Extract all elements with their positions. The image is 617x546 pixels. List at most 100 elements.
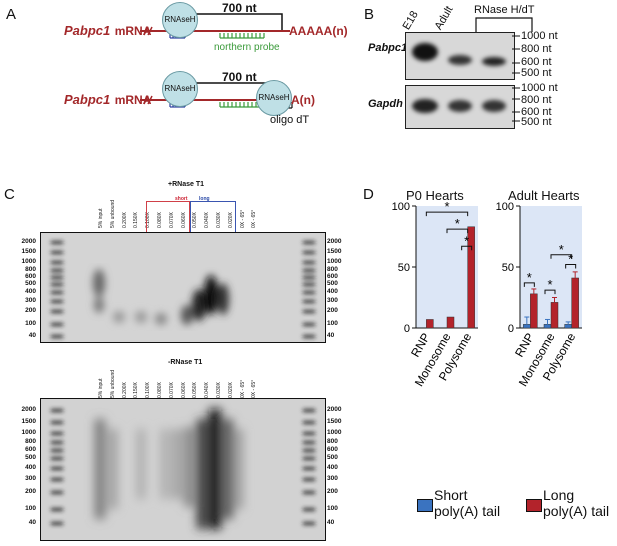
gel1-left-ladder-label-800: 800 xyxy=(25,266,36,273)
gel1-right-ladder-label-500: 500 xyxy=(327,280,338,287)
ladder2l-band-3 xyxy=(51,441,63,444)
gel1-lane-label-12: 0X - 65° xyxy=(239,209,246,228)
ladder2r-band-6 xyxy=(303,467,315,470)
ladder1r-band-2 xyxy=(303,261,315,264)
lane-label-e18: E18 xyxy=(400,9,421,33)
ladder1l-band-4 xyxy=(51,276,63,279)
chart1-sig-bracket-1 xyxy=(544,289,556,295)
panel-b-letter: B xyxy=(364,6,375,23)
ladder1l-band-9 xyxy=(51,323,63,326)
chart0-ytick-label-100: 100 xyxy=(392,201,410,213)
gel2-right-ladder-label-100: 100 xyxy=(327,505,338,512)
gel1-right-ladder-label-800: 800 xyxy=(327,266,338,273)
gel2-right-ladder-label-1500: 1500 xyxy=(327,418,342,425)
gel2-right-ladder-label-40: 40 xyxy=(327,519,335,526)
ladder1r-band-3 xyxy=(303,269,315,272)
gel1-left-ladder-label-500: 500 xyxy=(25,280,36,287)
row2-polya-tail: A(n) xyxy=(291,93,315,107)
gel1-lane-label-13: 0X - 65° xyxy=(251,209,258,228)
blot2-marker-500: 500 nt xyxy=(521,116,552,128)
ladder1r-band-1 xyxy=(303,251,315,254)
ladder2r-band-1 xyxy=(303,421,315,424)
ladder1r-band-0 xyxy=(303,241,315,244)
gel2-left-ladder-label-2000: 2000 xyxy=(21,406,36,413)
rnase-bracket xyxy=(475,17,533,32)
ladder2l-band-8 xyxy=(51,491,63,494)
gel2-lane-label-12: 0X - 65° xyxy=(239,379,246,398)
gel1-bands xyxy=(51,241,315,338)
row1-length-label: 700 nt xyxy=(222,1,257,15)
ladder2l-band-1 xyxy=(51,421,63,424)
chart0-bar-1-1 xyxy=(446,316,455,329)
chart1-ytick-label-0: 0 xyxy=(508,323,514,335)
ladder2r-band-10 xyxy=(303,522,315,525)
panel-d-letter: D xyxy=(363,186,374,203)
ladder1l-band-3 xyxy=(51,269,63,272)
panel-a-letter: A xyxy=(6,6,17,23)
lane-label-rnase-h-dt: RNase H/dT xyxy=(474,4,535,16)
gel2-lane-label-9: 0.040X xyxy=(204,382,211,398)
gel1-lane-label-2: 0.200X xyxy=(121,212,128,228)
ladder1r-band-10 xyxy=(303,335,315,338)
chart1-title: P0 Hearts xyxy=(406,188,464,203)
gel1-left-ladder-label-300: 300 xyxy=(25,297,36,304)
gel2-lane-label-3: 0.150X xyxy=(133,382,140,398)
long-box xyxy=(190,201,236,234)
gel2-left-ladder-label-600: 600 xyxy=(25,446,36,453)
gel2-lane-label-1: 5% unbound xyxy=(109,369,116,398)
gel1-right-ladder-label-300: 300 xyxy=(327,297,338,304)
gel2-lane-label-8: 0.050X xyxy=(192,382,199,398)
oligo-dt-label: oligo dT xyxy=(270,114,310,126)
gel2-bands xyxy=(51,409,315,529)
chart1-sig-star-2: * xyxy=(559,242,564,257)
blot2-marker-1000: 1000 nt xyxy=(521,82,558,94)
gel2-lane-label-4: 0.100X xyxy=(145,382,152,398)
ladder2l-band-9 xyxy=(51,508,63,511)
gel1-right-ladder-label-1000: 1000 xyxy=(327,258,342,265)
ladder1r-band-5 xyxy=(303,283,315,286)
gel1-left-ladder-label-40: 40 xyxy=(28,332,36,339)
ladder2l-band-7 xyxy=(51,478,63,481)
chart1-bar-1-2 xyxy=(571,277,579,329)
blot2-marker-800: 800 nt xyxy=(521,94,552,106)
ladder1l-band-5 xyxy=(51,283,63,286)
ladder1l-band-0 xyxy=(51,241,63,244)
gel2-right-ladder-label-600: 600 xyxy=(327,446,338,453)
ladder2r-band-9 xyxy=(303,508,315,511)
ladder2r-band-5 xyxy=(303,457,315,460)
blot2-marker-600: 600 nt xyxy=(521,106,552,118)
ladder2l-band-2 xyxy=(51,432,63,435)
gel1-left-ladder-label-1000: 1000 xyxy=(21,258,36,265)
gel2-lane-label-5: 0.080X xyxy=(157,382,163,398)
legend-long-label: Long poly(A) tail xyxy=(543,487,609,519)
panel-c-letter: C xyxy=(4,186,15,203)
gel2-right-ladder-label-300: 300 xyxy=(327,475,338,482)
chart1-sig-bracket-2 xyxy=(550,254,573,259)
row2-mrna: mRNA xyxy=(114,93,152,107)
legend-short-line2: poly(A) tail xyxy=(434,503,501,519)
row1-gene: Pabpc1 xyxy=(64,23,111,38)
gel1-right-ladder-label-600: 600 xyxy=(327,273,338,280)
gel2-right-ladder-label-1000: 1000 xyxy=(327,429,342,436)
chart0-ytick-label-0: 0 xyxy=(404,323,410,335)
gel1-right-ladder-label-40: 40 xyxy=(327,332,335,339)
band-e18 xyxy=(412,43,438,61)
row2-gene: Pabpc1 xyxy=(64,92,111,107)
ladder1r-band-8 xyxy=(303,310,315,313)
chart0-sig-bracket-1 xyxy=(446,228,469,234)
blot-gapdh xyxy=(405,85,515,129)
blot-pabpc1 xyxy=(405,32,515,80)
gel1-left-ladder-label-200: 200 xyxy=(25,307,36,314)
gel2-left-ladder-label-1500: 1500 xyxy=(21,418,36,425)
ladder1l-band-6 xyxy=(51,291,63,294)
blot2-marker-ticks xyxy=(512,87,520,122)
gel2-left-ladder-label-800: 800 xyxy=(25,438,36,445)
chart1-sig-star-3: * xyxy=(568,252,573,267)
gel1-lane-label-0: 5% input xyxy=(98,208,104,228)
ladder2l-band-6 xyxy=(51,467,63,470)
row2-rnaseh-enzyme-1: RNAseH xyxy=(162,71,198,107)
blot1-marker-ticks xyxy=(512,35,520,74)
gel2-lane-label-6: 0.070X xyxy=(168,382,175,398)
ladder2r-band-2 xyxy=(303,432,315,435)
blot1-marker-500: 500 nt xyxy=(521,67,552,79)
